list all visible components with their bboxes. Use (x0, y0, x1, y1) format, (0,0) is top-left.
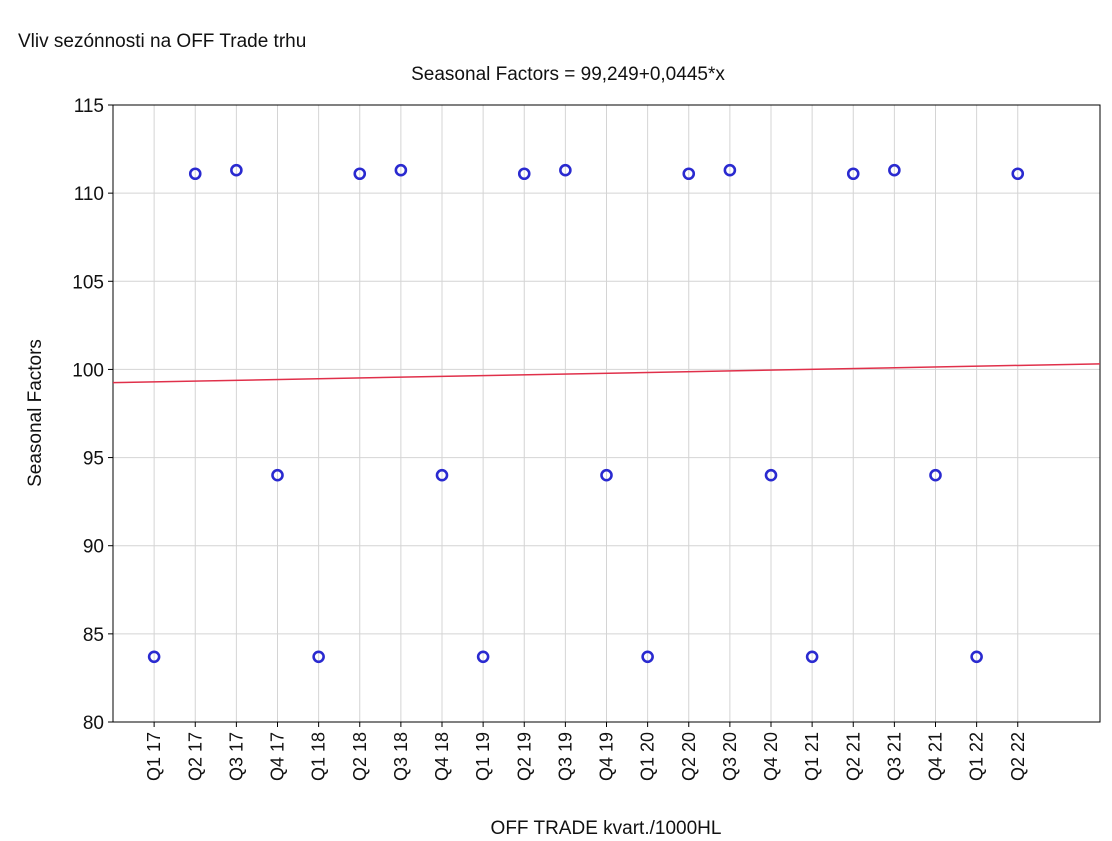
x-axis-label: OFF TRADE kvart./1000HL (491, 818, 722, 839)
x-tick-label: Q2 18 (350, 732, 370, 781)
x-tick-label: Q1 19 (473, 732, 493, 781)
point (1011, 167, 1025, 181)
x-tick-label: Q4 20 (761, 732, 781, 781)
x-tick-label: Q3 20 (720, 732, 740, 781)
x-tick-label: Q1 20 (638, 732, 658, 781)
fit-line (112, 363, 1101, 384)
x-tick-label: Q2 21 (843, 732, 863, 781)
point (394, 163, 408, 177)
x-tick-label: Q2 17 (185, 732, 205, 781)
x-tick-label: Q3 18 (391, 732, 411, 781)
x-tick-label: Q4 17 (268, 732, 288, 781)
point (188, 167, 202, 181)
point (888, 163, 901, 177)
x-tick-label: Q2 19 (514, 732, 534, 781)
y-tick-label: 95 (83, 449, 104, 470)
x-tick-label: Q1 18 (309, 732, 329, 781)
point (764, 468, 778, 482)
point (641, 650, 654, 664)
y-tick-label: 100 (72, 360, 104, 381)
point (559, 163, 572, 177)
point (929, 468, 942, 482)
x-tick-label: Q4 18 (432, 732, 452, 781)
plot-frame (112, 104, 1101, 723)
x-tick-label: Q3 21 (884, 732, 904, 781)
point (271, 468, 284, 482)
y-axis-label: Seasonal Factors (25, 339, 46, 487)
x-tick-label: Q4 21 (926, 732, 946, 781)
point (970, 650, 983, 664)
x-tick-label: Q2 20 (679, 732, 699, 781)
point (723, 163, 737, 177)
y-tick-label: 85 (83, 625, 104, 646)
point (517, 167, 531, 181)
point (312, 650, 325, 664)
point (600, 468, 613, 482)
point (353, 167, 367, 181)
chart-title: Vliv sezónnosti na OFF Trade trhu (18, 31, 306, 52)
x-tick-label: Q3 19 (555, 732, 575, 781)
point (682, 167, 696, 181)
y-tick-label: 105 (72, 272, 104, 293)
point (476, 650, 490, 664)
x-tick-label: Q1 21 (802, 732, 822, 781)
y-tick-label: 110 (74, 184, 104, 205)
x-tick-label: Q2 22 (1008, 732, 1028, 781)
point (846, 167, 860, 181)
point (230, 163, 243, 177)
x-tick-label: Q4 19 (597, 732, 617, 781)
x-tick-label: Q1 22 (967, 732, 987, 781)
x-tick-label: Q1 17 (144, 732, 164, 781)
chart-subtitle: Seasonal Factors = 99,249+0,0445*x (411, 64, 725, 85)
point (147, 650, 161, 664)
x-tick-label: Q3 17 (226, 732, 246, 781)
y-tick-label: 115 (74, 96, 104, 117)
point (435, 468, 449, 482)
point (805, 650, 819, 664)
y-tick-label: 90 (83, 537, 104, 558)
y-tick-label: 80 (83, 713, 104, 734)
